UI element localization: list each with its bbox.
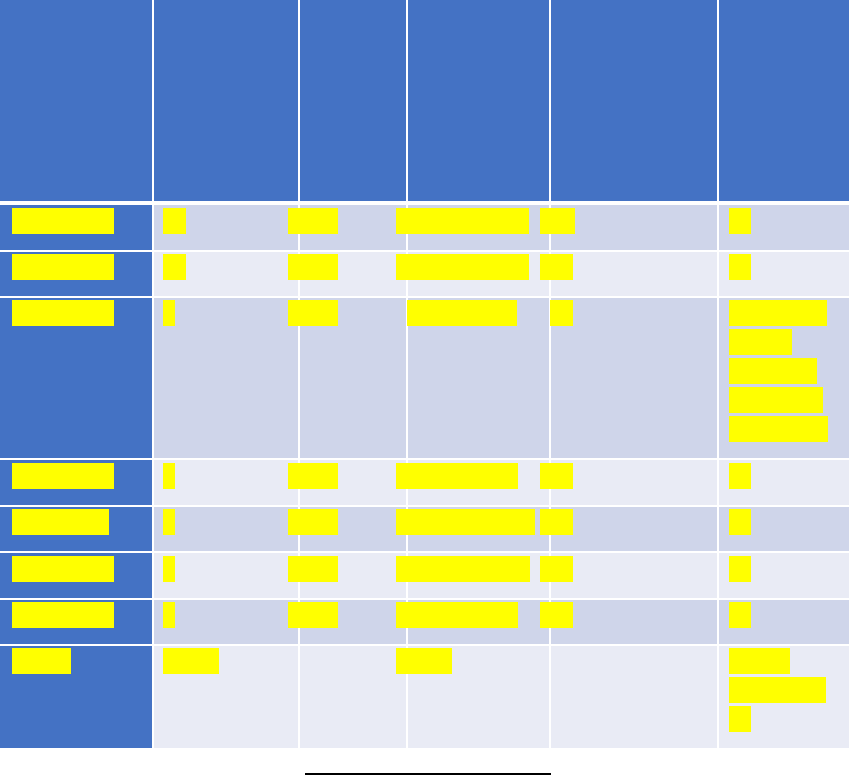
redaction (163, 509, 175, 535)
redaction (729, 556, 751, 582)
redaction (163, 208, 186, 234)
redaction (729, 648, 790, 674)
redaction (12, 602, 114, 628)
footnote-rule (305, 773, 551, 775)
redaction (729, 254, 751, 280)
redaction (288, 463, 338, 489)
table-cell (154, 600, 298, 644)
table-cell (551, 553, 717, 598)
header-cell (154, 0, 298, 201)
redaction (396, 254, 529, 280)
header-cell (551, 0, 717, 201)
redaction (163, 300, 175, 326)
redaction (288, 254, 338, 280)
redaction (12, 300, 114, 326)
redaction (163, 648, 219, 674)
redaction (540, 463, 573, 489)
redaction (12, 556, 114, 582)
redaction (540, 208, 575, 234)
redaction (729, 509, 751, 535)
redaction (729, 208, 751, 234)
redaction (12, 509, 109, 535)
redaction (12, 648, 71, 674)
redaction (288, 300, 338, 326)
redaction (163, 602, 175, 628)
redaction (396, 556, 530, 582)
table-cell (551, 205, 717, 250)
header-cell (408, 0, 549, 201)
header-cell (300, 0, 406, 201)
header-cell (719, 0, 849, 201)
redaction (540, 602, 573, 628)
redaction (729, 387, 823, 413)
redaction (729, 329, 792, 355)
redaction (163, 556, 175, 582)
redaction (12, 463, 114, 489)
header-cell (0, 0, 152, 201)
redaction (540, 556, 573, 582)
table-cell (551, 600, 717, 644)
table-cell (551, 646, 717, 748)
table-cell (154, 507, 298, 551)
table-cell (154, 553, 298, 598)
table-cell (551, 507, 717, 551)
redaction (163, 254, 186, 280)
redaction (540, 509, 573, 535)
redaction (729, 416, 828, 442)
table-cell (300, 646, 406, 748)
redaction (396, 509, 535, 535)
redaction (550, 300, 573, 326)
redaction (396, 208, 529, 234)
redaction (288, 602, 338, 628)
redaction (729, 706, 751, 732)
redaction (396, 648, 452, 674)
redaction (729, 358, 817, 384)
table-cell (551, 298, 717, 458)
redaction (729, 300, 827, 326)
table-cell (551, 460, 717, 505)
redaction (288, 509, 338, 535)
table-cell (154, 460, 298, 505)
redaction (288, 208, 338, 234)
redaction (540, 254, 573, 280)
redaction (163, 463, 175, 489)
redaction (729, 602, 751, 628)
redaction (12, 208, 114, 234)
redaction (12, 254, 114, 280)
redaction (729, 677, 826, 703)
table-cell (154, 298, 298, 458)
redaction (396, 602, 518, 628)
redaction (396, 463, 518, 489)
table-cell (551, 252, 717, 296)
redaction (729, 463, 751, 489)
redaction (288, 556, 338, 582)
redaction (407, 300, 517, 326)
